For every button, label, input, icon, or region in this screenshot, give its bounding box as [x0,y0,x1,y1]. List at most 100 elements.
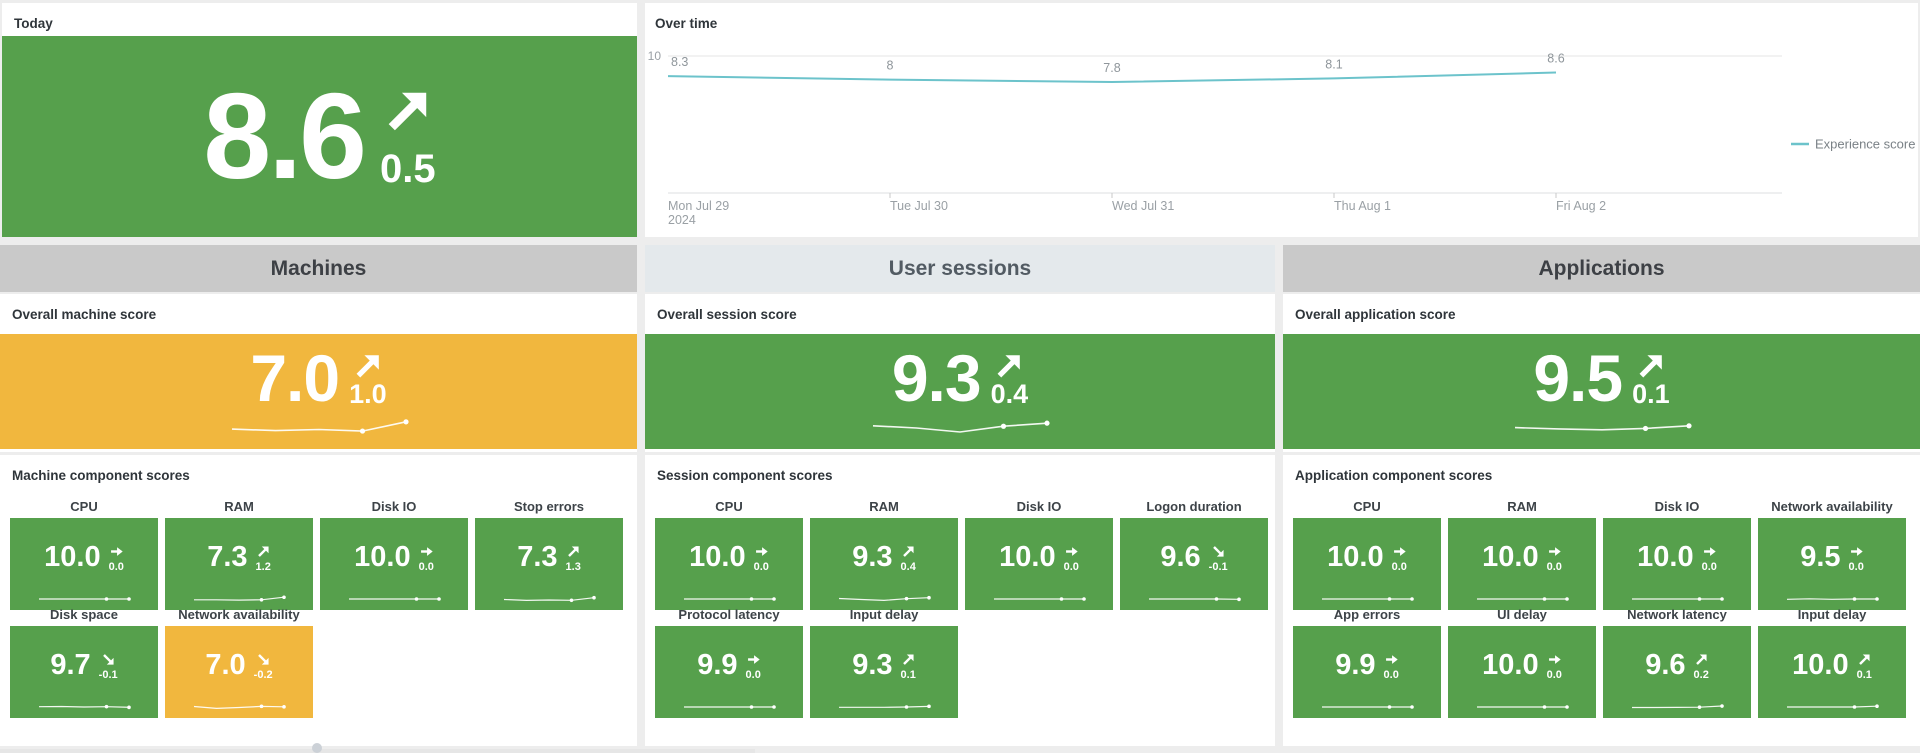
horizontal-scrollbar-track[interactable] [0,749,755,753]
trend-flat-icon [1548,546,1561,556]
score-delta-group: 0.0 [109,544,124,573]
trend-sparkline [839,704,931,709]
today-panel: Today 8.6 0.5 [2,3,637,237]
score-tile-network-availability[interactable]: 7.0 -0.2 [165,626,313,718]
overtime-line-chart: 10 8.3 8 7.8 8.1 8.6 Mon Jul 29 2024 Tue Jul 30 W… [648,49,1916,227]
score-tile-app-errors[interactable]: 9.9 0.0 [1293,626,1441,718]
score-value: 9.5 [1800,541,1841,574]
component-label: Input delay [849,607,919,622]
score-delta: 0.0 [1391,561,1407,574]
component-cpu: CPU 10.0 0.0 [1293,499,1441,610]
trend-flat-icon [1850,546,1863,556]
score-value-group: 10.0 0.0 [44,543,124,573]
score-tile-protocol-latency[interactable]: 9.9 0.0 [655,626,803,718]
horizontal-scrollbar-thumb[interactable] [312,743,322,753]
score-tile-network-availability[interactable]: 9.5 0.0 [1758,518,1906,610]
trend-up-icon [1858,653,1870,665]
score-tile-cpu[interactable]: 10.0 0.0 [655,518,803,610]
score-delta-group: -0.2 [254,652,273,681]
score-tile-network-latency[interactable]: 9.6 0.2 [1603,626,1751,718]
overall-score-panel-user-sessions: Overall session score 9.3 0.4 [645,294,1275,452]
score-value: 9.3 [852,649,893,682]
trend-sparkline [349,597,441,601]
score-delta: 0.0 [745,669,761,682]
score-value: 7.3 [207,541,248,574]
component-label: RAM [1507,499,1537,514]
score-delta-group: 1.0 [349,350,387,408]
experience-score-line [667,71,1557,84]
trend-sparkline [193,704,286,710]
y-axis-tick-label: 10 [648,49,662,63]
score-value-group: 10.0 0.0 [1637,543,1717,573]
score-value: 7.0 [250,341,340,416]
component-disk-io: Disk IO 10.0 0.0 [1603,499,1751,610]
overall-score-tile[interactable]: 9.5 0.1 [1283,334,1920,449]
trend-flat-icon [755,546,768,556]
x-axis-date-label: Mon Jul 29 2024 [668,199,729,227]
trend-sparkline [503,595,596,603]
score-value: 8.6 [203,67,367,204]
score-tile-ui-delay[interactable]: 10.0 0.0 [1448,626,1596,718]
score-delta: 1.0 [349,378,387,409]
data-point-label: 8 [887,59,894,73]
today-score-tile[interactable]: 8.6 0.5 [2,36,637,237]
section-header-machines[interactable]: Machines [0,245,637,292]
trend-sparkline [1322,597,1414,601]
legend-label: Experience score [1815,137,1915,152]
score-tile-disk-io[interactable]: 10.0 0.0 [320,518,468,610]
score-tile-disk-io[interactable]: 10.0 0.0 [1603,518,1751,610]
score-value: 10.0 [1482,649,1539,682]
score-value-group: 10.0 0.0 [1482,649,1562,682]
trend-flat-icon [420,546,433,556]
trend-sparkline [231,419,409,434]
score-tile-input-delay[interactable]: 10.0 0.1 [1758,626,1906,718]
score-tile-disk-space[interactable]: 9.7 -0.1 [10,626,158,718]
overall-score-panel-machines: Overall machine score 7.0 1.0 [0,294,637,452]
trend-up-icon [1695,653,1707,665]
overall-score-title: Overall session score [657,307,797,322]
trend-flat-icon [747,654,760,664]
score-value-group: 7.0 -0.2 [205,649,273,682]
trend-up-icon [257,545,269,557]
trend-sparkline [872,420,1050,433]
score-value: 10.0 [689,541,746,574]
section-header-applications[interactable]: Applications [1283,245,1920,292]
score-value-group: 7.3 1.3 [517,543,581,573]
trend-up-icon [997,354,1021,377]
score-tile-logon-duration[interactable]: 9.6 -0.1 [1120,518,1268,610]
overall-score-tile[interactable]: 7.0 1.0 [0,334,637,449]
component-label: CPU [1353,499,1381,514]
trend-flat-icon [1548,654,1561,664]
score-value-group: 9.3 0.4 [892,345,1028,411]
today-title: Today [14,16,53,31]
score-delta-group: 0.0 [419,544,434,573]
score-value-group: 9.3 0.1 [852,649,916,682]
score-tile-cpu[interactable]: 10.0 0.0 [1293,518,1441,610]
score-tile-disk-io[interactable]: 10.0 0.0 [965,518,1113,610]
overall-score-title: Overall machine score [12,307,157,322]
score-delta-group: -0.1 [99,652,118,681]
score-delta: 0.0 [1848,561,1864,574]
component-cpu: CPU 10.0 0.0 [10,499,158,610]
component-input-delay: Input delay 10.0 0.1 [1758,607,1906,718]
score-tile-ram[interactable]: 9.3 0.4 [810,518,958,610]
score-delta: 1.2 [255,561,271,574]
score-tile-stop-errors[interactable]: 7.3 1.3 [475,518,623,610]
score-tile-input-delay[interactable]: 9.3 0.1 [810,626,958,718]
trend-sparkline [194,595,286,602]
overall-score-tile[interactable]: 9.3 0.4 [645,334,1275,449]
trend-flat-icon [110,546,123,556]
score-value-group: 10.0 0.0 [354,543,434,573]
score-value: 9.7 [50,649,91,682]
section-header-user-sessions[interactable]: User sessions [645,245,1275,292]
score-tile-ram[interactable]: 7.3 1.2 [165,518,313,610]
score-value: 7.0 [205,649,246,682]
score-delta: 0.2 [1693,669,1709,682]
score-tile-cpu[interactable]: 10.0 0.0 [10,518,158,610]
score-delta-group: 0.1 [1857,652,1872,681]
score-delta: 0.0 [1546,669,1562,682]
trend-sparkline [1632,704,1724,709]
score-tile-ram[interactable]: 10.0 0.0 [1448,518,1596,610]
component-disk-io: Disk IO 10.0 0.0 [965,499,1113,610]
